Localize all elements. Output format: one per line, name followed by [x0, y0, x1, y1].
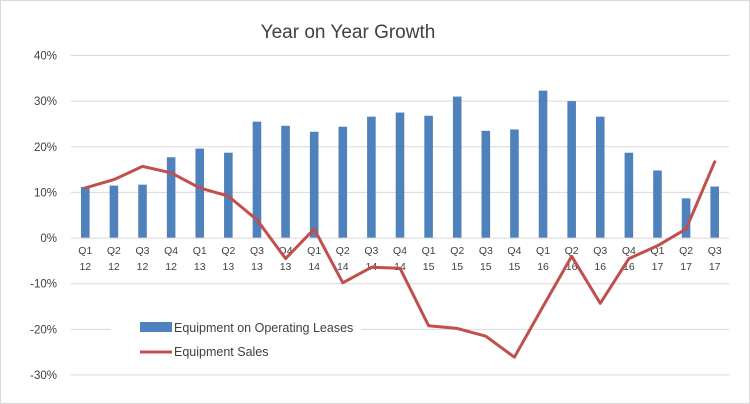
bar: [424, 115, 433, 239]
x-tick-label-quarter: Q2: [565, 245, 579, 257]
bar: [538, 90, 548, 239]
x-tick-label-quarter: Q3: [364, 245, 378, 257]
bar: [109, 185, 119, 239]
x-tick-label-year: 13: [280, 261, 292, 273]
x-tick-label-year: 14: [337, 261, 349, 273]
x-tick-label-year: 15: [423, 261, 435, 273]
y-tick-label: 10%: [34, 187, 57, 199]
x-tick-label-quarter: Q4: [164, 245, 178, 257]
x-tick-label-quarter: Q1: [193, 245, 207, 257]
x-tick-label-quarter: Q1: [422, 245, 436, 257]
legend-label-bar: Equipment on Operating Leases: [174, 321, 353, 335]
bar: [481, 130, 491, 239]
y-tick-label: 20%: [34, 142, 57, 154]
x-tick-label-quarter: Q3: [136, 245, 150, 257]
x-tick-label-quarter: Q1: [78, 245, 92, 257]
x-tick-label-year: 15: [509, 261, 521, 273]
bar: [710, 186, 719, 239]
x-tick-label-quarter: Q4: [507, 245, 521, 257]
bar: [452, 96, 462, 239]
y-tick-label: -10%: [30, 279, 57, 291]
x-tick-label-quarter: Q2: [336, 245, 350, 257]
x-tick-label-year: 17: [652, 261, 664, 273]
bar: [138, 184, 147, 239]
legend: Equipment on Operating Leases Equipment …: [111, 311, 361, 367]
bar: [510, 129, 519, 239]
bar: [252, 121, 262, 239]
x-tick-label-year: 12: [137, 261, 149, 273]
x-tick-label-year: 16: [566, 261, 578, 273]
legend-label-line: Equipment Sales: [174, 345, 269, 359]
y-tick-label: 30%: [34, 96, 57, 108]
x-tick-label-year: 17: [680, 261, 692, 273]
line-series-equipment-sales: [83, 160, 717, 359]
x-tick-label-year: 13: [251, 261, 263, 273]
x-tick-label-year: 16: [623, 261, 635, 273]
legend-background: [111, 311, 361, 367]
bar: [653, 170, 662, 239]
x-tick-label-quarter: Q1: [536, 245, 550, 257]
bar: [166, 157, 176, 239]
x-tick-label-quarter: Q4: [279, 245, 293, 257]
x-tick-label-quarter: Q2: [679, 245, 693, 257]
x-tick-label-quarter: Q3: [250, 245, 264, 257]
bar: [81, 186, 90, 239]
x-tick-label-year: 15: [451, 261, 463, 273]
y-tick-label: 40%: [34, 51, 57, 63]
bar: [338, 126, 348, 239]
y-tick-label: 0%: [40, 233, 57, 245]
bar: [395, 112, 405, 239]
legend-swatch-bar: [140, 322, 172, 332]
x-tick-label-year: 15: [480, 261, 492, 273]
bar: [595, 116, 605, 239]
x-tick-label-quarter: Q3: [593, 245, 607, 257]
x-tick-label-quarter: Q3: [479, 245, 493, 257]
bar: [567, 101, 576, 239]
bar: [281, 125, 290, 239]
y-tick-label: -30%: [30, 370, 57, 382]
x-tick-label-quarter: Q4: [622, 245, 636, 257]
x-tick-label-quarter: Q4: [393, 245, 407, 257]
x-axis-category-labels: Q1 12 Q2 12 Q3 12 Q4 12 Q1 13 Q2 13 Q3 13 Q4 13 Q1 14 Q2 14…: [78, 245, 722, 273]
x-tick-label-year: 13: [194, 261, 206, 273]
x-tick-label-quarter: Q3: [708, 245, 722, 257]
x-tick-label-year: 16: [537, 261, 549, 273]
x-tick-label-quarter: Q2: [107, 245, 121, 257]
y-axis-tick-labels: 40% 30% 20% 10% 0% -10% -20% -30%: [30, 51, 57, 383]
x-tick-label-year: 14: [308, 261, 320, 273]
x-tick-label-year: 13: [223, 261, 235, 273]
bar: [367, 116, 376, 239]
bar-series-equipment-on-operating-leases: [81, 90, 719, 239]
bar: [624, 152, 634, 239]
chart-title: Year on Year Growth: [261, 22, 436, 43]
x-tick-label-year: 12: [108, 261, 120, 273]
x-tick-label-year: 12: [79, 261, 91, 273]
x-tick-label-quarter: Q2: [221, 245, 235, 257]
line-series-path: [83, 160, 717, 359]
x-tick-label-quarter: Q1: [307, 245, 321, 257]
x-tick-label-quarter: Q2: [450, 245, 464, 257]
bar: [195, 148, 205, 239]
x-tick-label-year: 16: [594, 261, 606, 273]
bar: [309, 131, 319, 239]
bar: [681, 198, 691, 239]
x-tick-label-quarter: Q1: [650, 245, 664, 257]
x-tick-label-year: 12: [165, 261, 177, 273]
y-tick-label: -20%: [30, 324, 57, 336]
x-tick-label-year: 17: [709, 261, 721, 273]
